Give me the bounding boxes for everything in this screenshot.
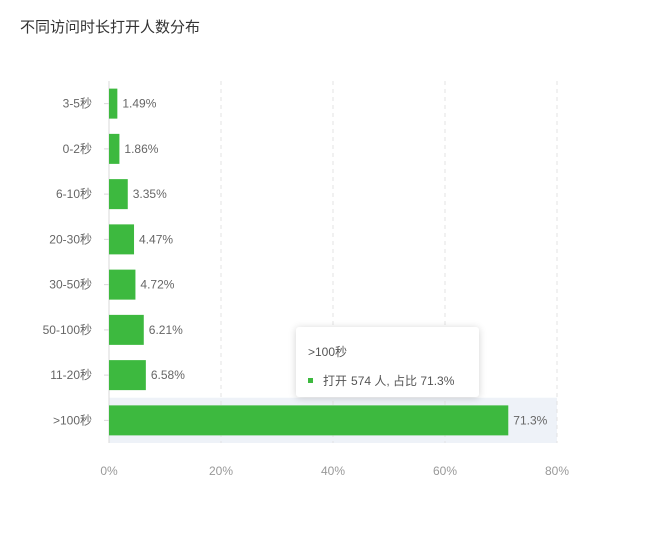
y-category-label: 30-50秒 <box>49 278 92 292</box>
bar[interactable] <box>109 179 128 210</box>
bar-value-label: 6.21% <box>149 323 183 337</box>
x-tick-label: 0% <box>100 464 118 478</box>
bar-value-label: 71.3% <box>513 413 547 427</box>
bar-value-label: 1.49% <box>122 97 156 111</box>
x-tick-label: 20% <box>209 464 233 478</box>
x-tick-label: 60% <box>433 464 457 478</box>
chart-title: 不同访问时长打开人数分布 <box>20 19 201 36</box>
bar[interactable] <box>109 405 509 436</box>
tooltip-marker-icon <box>308 378 313 383</box>
bar-value-label: 4.47% <box>139 232 173 246</box>
x-tick-label: 80% <box>545 464 569 478</box>
y-category-label: >100秒 <box>53 413 92 427</box>
y-category-label: 11-20秒 <box>50 368 92 382</box>
bar-value-label: 6.58% <box>151 368 185 382</box>
tooltip-value: 574 人, 占比 71.3% <box>351 374 455 388</box>
bar[interactable] <box>109 133 120 164</box>
y-category-label: 6-10秒 <box>56 187 92 201</box>
chart-tooltip: >100秒 打开 574 人, 占比 71.3% <box>296 327 479 397</box>
y-category-label: 3-5秒 <box>63 97 92 111</box>
bar[interactable] <box>109 314 144 345</box>
bar-value-label: 4.72% <box>140 278 174 292</box>
bar[interactable] <box>109 224 135 255</box>
tooltip-series-name: 打开 <box>323 374 348 388</box>
bar[interactable] <box>109 360 146 391</box>
bar-value-label: 3.35% <box>133 187 167 201</box>
y-category-label: 50-100秒 <box>43 323 92 337</box>
x-tick-label: 40% <box>321 464 345 478</box>
bar[interactable] <box>109 88 118 119</box>
y-category-label: 20-30秒 <box>49 232 92 246</box>
bar-value-label: 1.86% <box>124 142 158 156</box>
y-category-label: 0-2秒 <box>63 142 92 156</box>
bar[interactable] <box>109 269 136 300</box>
tooltip-row: 打开 574 人, 占比 71.3% <box>308 372 467 389</box>
tooltip-title: >100秒 <box>308 345 348 359</box>
